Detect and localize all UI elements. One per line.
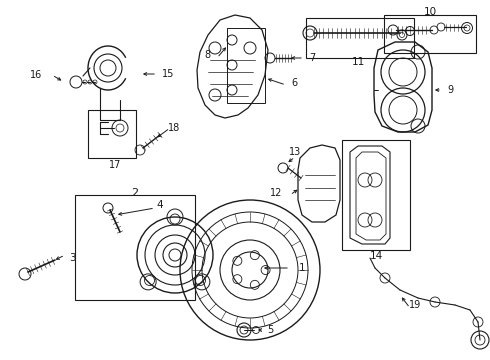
Text: 19: 19 xyxy=(409,300,421,310)
Bar xyxy=(306,18,414,58)
Bar xyxy=(88,110,136,158)
Bar xyxy=(384,15,476,53)
Text: 4: 4 xyxy=(157,200,163,210)
Text: 12: 12 xyxy=(270,188,282,198)
Text: 16: 16 xyxy=(30,70,42,80)
Bar xyxy=(75,195,195,300)
Text: 17: 17 xyxy=(109,160,121,170)
Text: 15: 15 xyxy=(162,69,174,79)
Text: 1: 1 xyxy=(299,263,305,273)
Text: 6: 6 xyxy=(291,78,297,88)
Text: 11: 11 xyxy=(351,57,365,67)
Text: 14: 14 xyxy=(369,251,383,261)
Bar xyxy=(342,140,410,250)
Text: 3: 3 xyxy=(69,253,75,263)
Text: 8: 8 xyxy=(204,50,210,60)
Text: 13: 13 xyxy=(289,147,301,157)
Bar xyxy=(227,28,265,103)
Text: 9: 9 xyxy=(447,85,453,95)
Text: 2: 2 xyxy=(131,188,139,198)
Text: 7: 7 xyxy=(309,53,315,63)
Text: 10: 10 xyxy=(423,7,437,17)
Text: 5: 5 xyxy=(267,325,273,335)
Text: 18: 18 xyxy=(168,123,180,133)
